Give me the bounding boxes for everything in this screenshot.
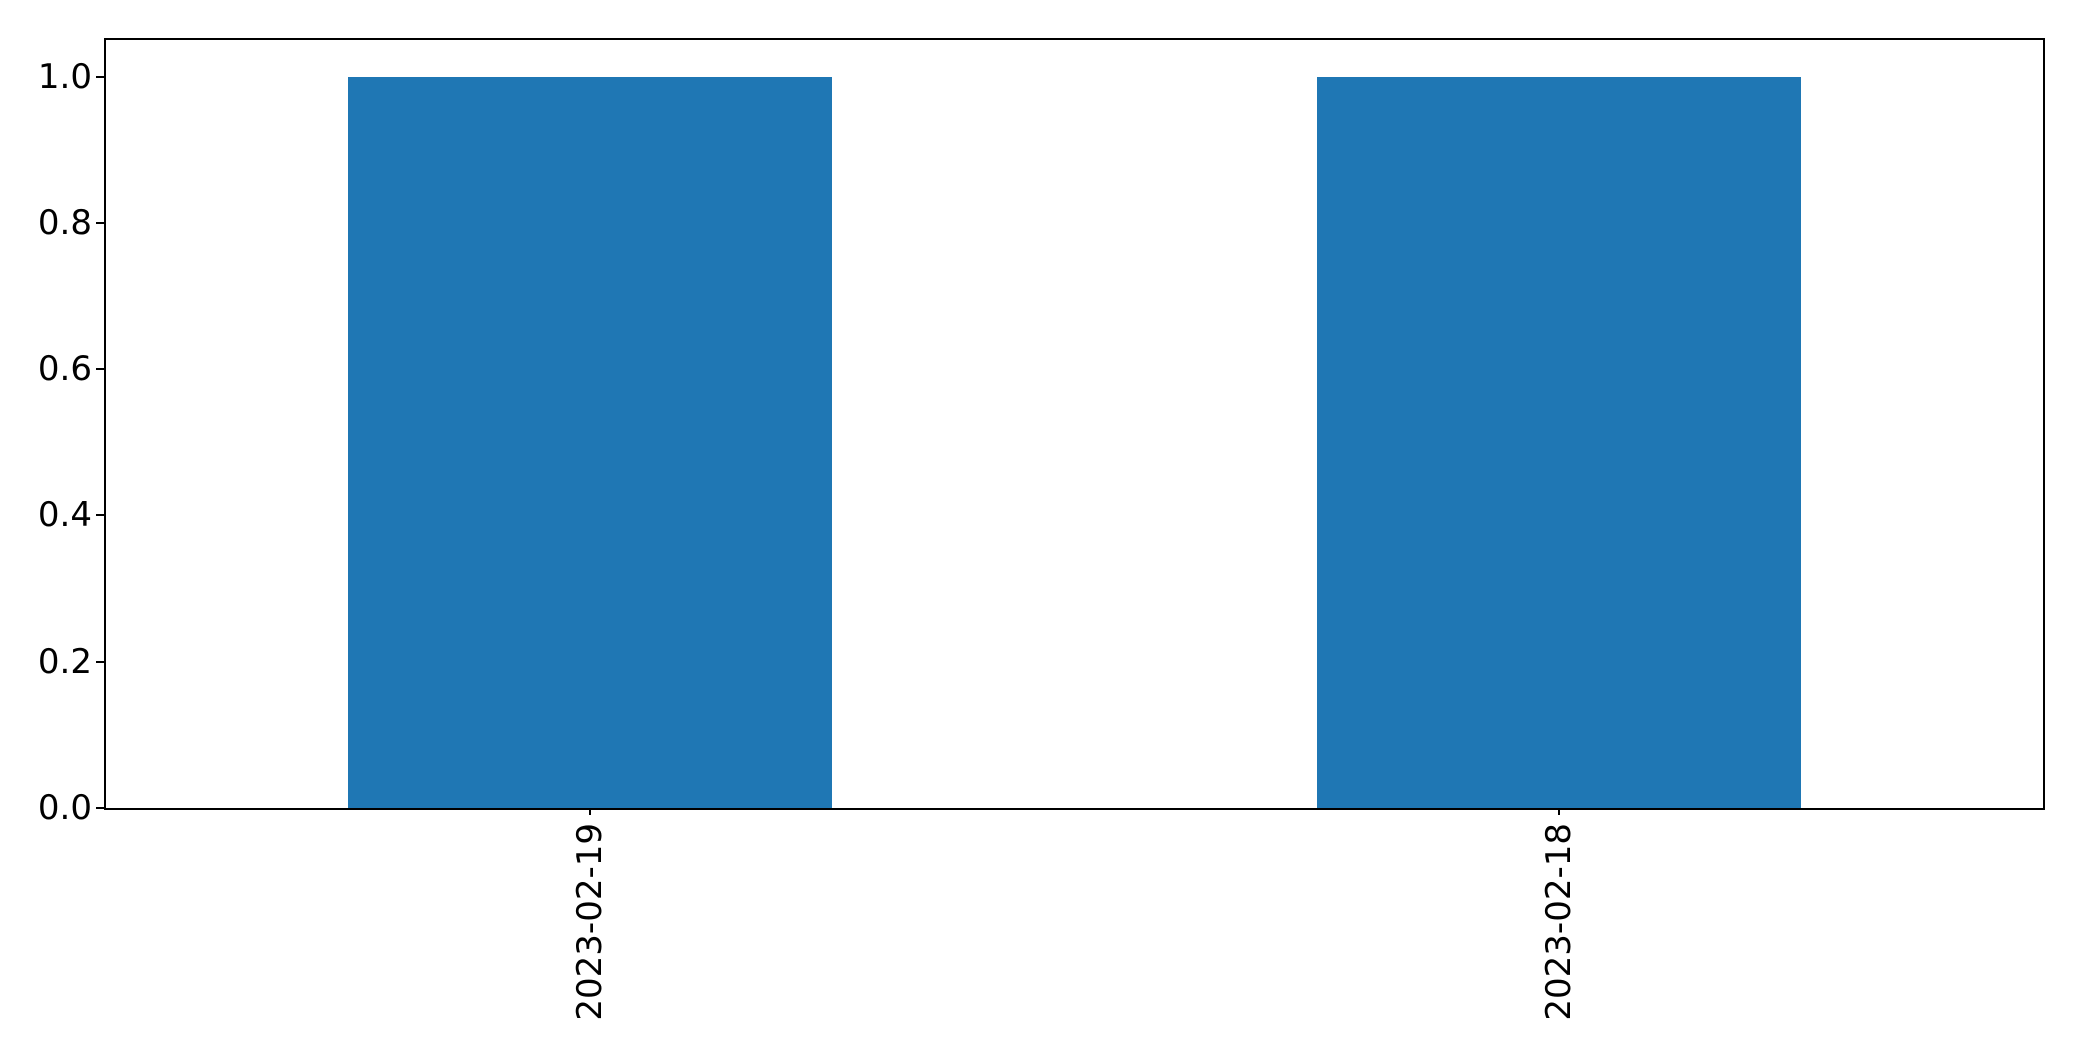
x-tick-label: 2023-02-18 <box>1538 823 1579 1021</box>
y-tick-mark <box>96 807 104 809</box>
x-tick-mark <box>589 808 592 815</box>
x-tick-mark <box>1557 808 1560 815</box>
y-tick-mark <box>96 221 104 224</box>
bar <box>348 76 833 808</box>
y-tick-mark <box>96 368 104 371</box>
y-tick-mark <box>96 660 104 663</box>
y-tick-label: 0.0 <box>37 788 92 828</box>
y-tick-label: 0.6 <box>37 349 92 390</box>
y-tick-mark <box>96 75 104 78</box>
y-tick-label: 0.8 <box>37 202 92 243</box>
bar <box>1316 76 1801 808</box>
x-tick-label: 2023-02-19 <box>570 823 611 1021</box>
y-tick-label: 0.2 <box>37 641 92 682</box>
y-tick-label: 0.4 <box>37 495 92 536</box>
plot-area: 0.0 0.2 0.4 0.6 0.8 1.0 2023-02-19 2023-02-18 <box>38 38 2045 1021</box>
y-tick-label: 1.0 <box>37 56 92 97</box>
y-tick-mark <box>96 514 104 517</box>
